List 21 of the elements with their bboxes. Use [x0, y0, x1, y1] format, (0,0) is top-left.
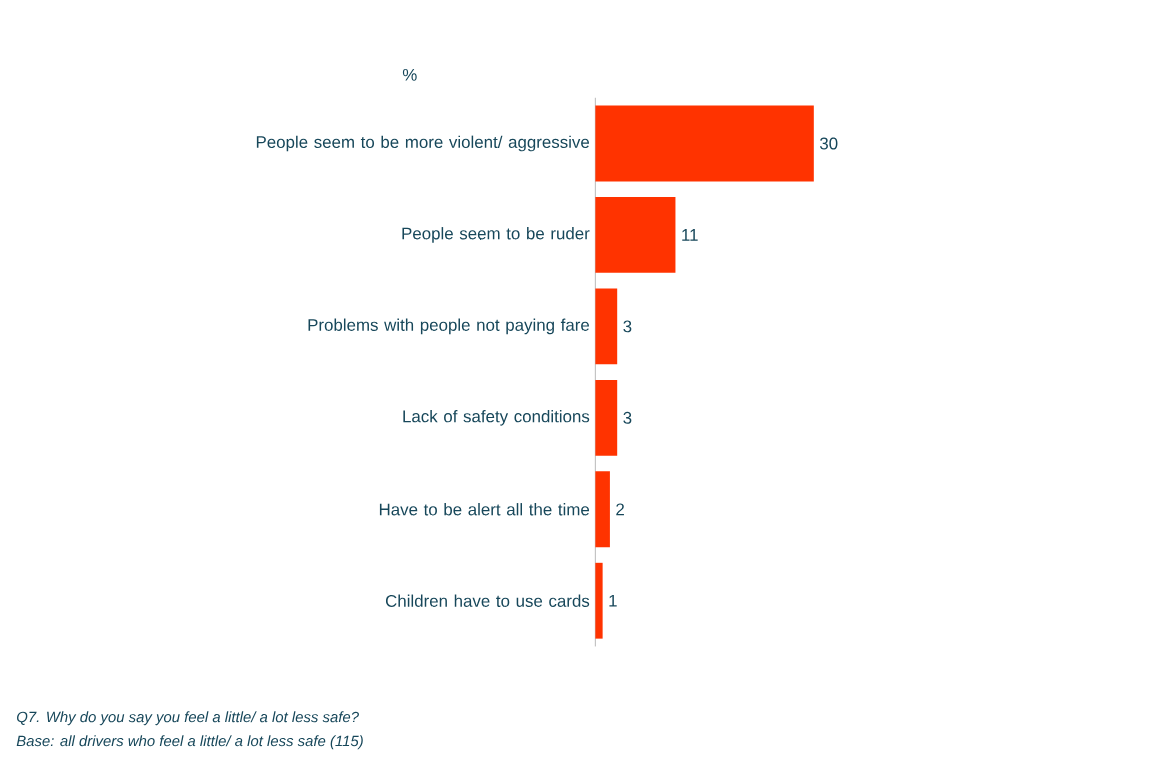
text: %	[402, 68, 417, 81]
bar	[595, 562, 603, 639]
data-label: 30	[819, 137, 838, 150]
y-tick-label: People seem to be more violent/ aggressive	[256, 135, 590, 152]
bar	[595, 379, 618, 456]
bar	[595, 196, 676, 273]
y-tick-label: Have to be alert all the time	[379, 503, 590, 516]
text: Q7. Why do you say you feel a little/ a lot less safe?	[16, 711, 359, 726]
bar	[595, 105, 814, 182]
data-label: 3	[623, 320, 632, 333]
data-label: 2	[616, 503, 624, 516]
y-tick-label: Children have to use cards	[385, 594, 590, 607]
data-label: 11	[682, 229, 698, 241]
text: Base: all drivers who feel a little/ a lot less safe (115)	[16, 735, 363, 750]
data-label: 1	[609, 594, 617, 607]
y-tick-label: Problems with people not paying fare	[308, 318, 590, 335]
y-tick-label: Lack of safety conditions	[403, 409, 590, 426]
y-tick-label: People seem to be ruder	[402, 226, 590, 243]
bar	[595, 288, 618, 365]
bar	[595, 471, 610, 548]
data-label: 3	[623, 411, 632, 424]
